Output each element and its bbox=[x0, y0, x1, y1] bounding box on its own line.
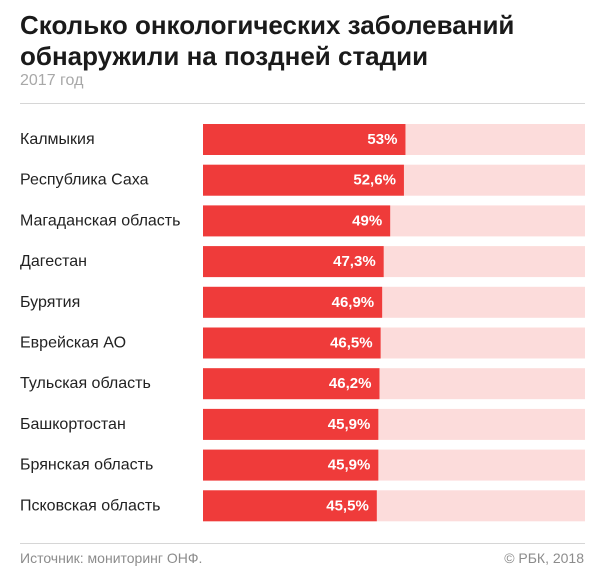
value-label: 53% bbox=[367, 131, 397, 148]
value-label: 47,3% bbox=[333, 253, 376, 270]
bar bbox=[203, 246, 384, 278]
value-label: 45,9% bbox=[328, 416, 371, 433]
chart-title: Сколько онкологических заболеваний обнар… bbox=[20, 10, 580, 72]
category-label: Тульская область bbox=[20, 375, 151, 392]
value-label: 46,5% bbox=[330, 335, 373, 352]
bar bbox=[203, 449, 379, 481]
category-label: Калмыкия bbox=[20, 131, 95, 148]
source-note: Источник: мониторинг ОНФ. bbox=[20, 550, 203, 566]
category-label: Башкортостан bbox=[20, 416, 126, 433]
chart-title-line-1: Сколько онкологических заболеваний bbox=[20, 10, 515, 40]
value-label: 46,9% bbox=[332, 294, 375, 311]
top-divider bbox=[20, 103, 585, 104]
value-label: 46,2% bbox=[329, 375, 372, 392]
chart-title-line-2: обнаружили на поздней стадии bbox=[20, 41, 429, 71]
category-label: Брянская область bbox=[20, 457, 153, 474]
copyright-note: © РБК, 2018 bbox=[504, 550, 584, 566]
value-label: 45,9% bbox=[328, 457, 371, 474]
value-label: 49% bbox=[352, 212, 382, 229]
bar bbox=[203, 205, 391, 237]
bar bbox=[203, 368, 380, 400]
category-label: Дагестан bbox=[20, 253, 87, 270]
category-label: Республика Саха bbox=[20, 172, 149, 189]
bar bbox=[203, 164, 404, 196]
category-label: Магаданская область bbox=[20, 212, 180, 229]
category-label: Псковская область bbox=[20, 497, 161, 514]
bottom-divider bbox=[20, 543, 585, 544]
bar bbox=[203, 408, 379, 440]
bar bbox=[203, 327, 381, 359]
bar bbox=[203, 286, 383, 318]
value-label: 45,5% bbox=[326, 497, 369, 514]
category-label: Бурятия bbox=[20, 294, 80, 311]
value-label: 52,6% bbox=[353, 172, 396, 189]
chart-subtitle: 2017 год bbox=[20, 72, 84, 89]
category-label: Еврейская АО bbox=[20, 335, 126, 352]
bar bbox=[203, 490, 377, 522]
bar bbox=[203, 124, 406, 155]
